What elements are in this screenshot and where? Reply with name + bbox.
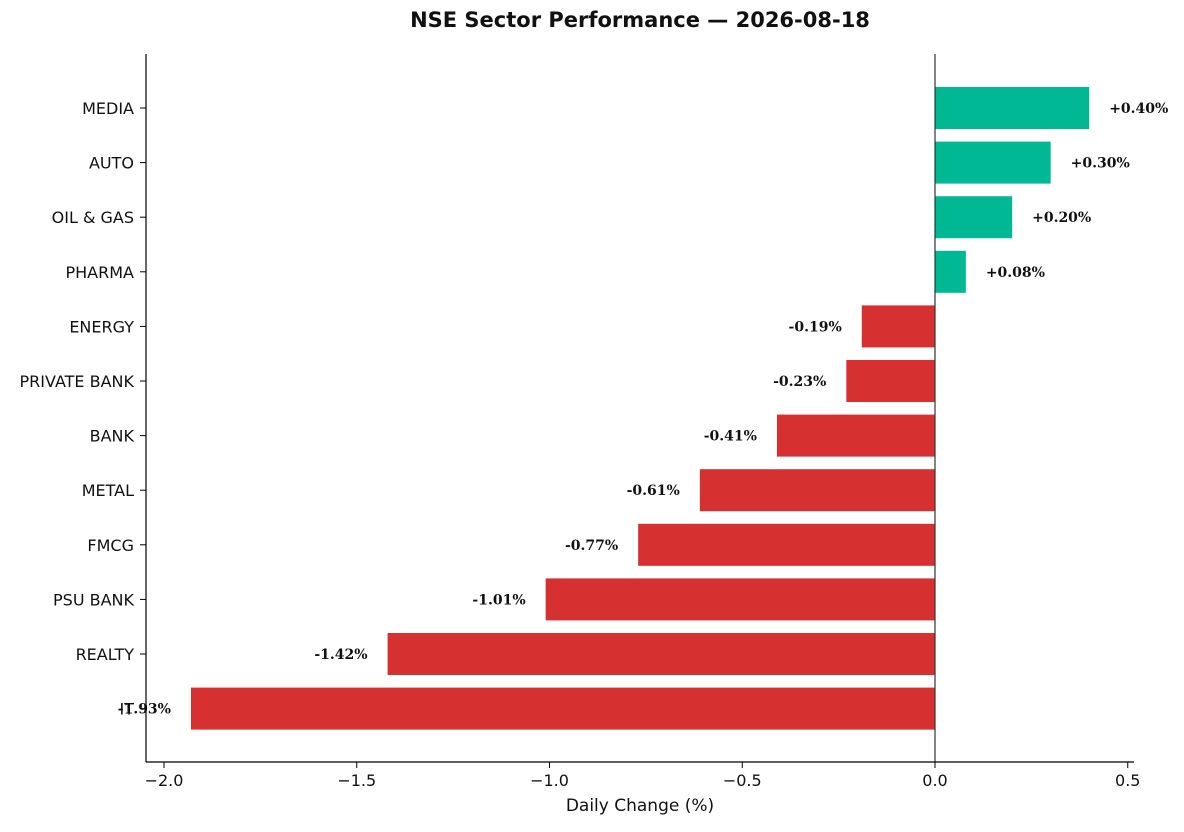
x-axis-label: Daily Change (%) [566,796,714,816]
labels-layer: +0.40% +0.30% +0.20% +0.08% -0.19% -0.23% -0.4… [118,101,1169,718]
bar-it [190,687,936,730]
bar-fmcg [638,523,935,566]
value-label-psu-bank: -1.01% [472,592,525,608]
bar-metal [699,469,935,512]
x-tick-label-2: −1.0 [530,771,569,790]
y-tick-label-pharma: PHARMA [66,263,135,282]
value-label-pharma: +0.08% [986,265,1045,281]
y-tick-label-realty: REALTY [76,645,135,664]
x-tick-label-0: −2.0 [145,771,184,790]
value-label-energy: -0.19% [789,319,842,335]
y-tick-label-private-bank: PRIVATE BANK [20,372,135,391]
y-tick-label-fmcg: FMCG [87,536,134,555]
value-label-auto: +0.30% [1071,156,1130,172]
y-tick-label-energy: ENERGY [69,317,134,336]
x-tick-label-5: 0.5 [1115,771,1140,790]
value-label-oil-gas: +0.20% [1032,210,1091,226]
value-label-private-bank: -0.23% [773,374,826,390]
bar-psu-bank [545,578,935,621]
y-tick-label-psu-bank: PSU BANK [53,590,134,609]
y-tick-label-media: MEDIA [82,99,134,118]
bar-bank [776,414,935,457]
bars-layer [190,87,1090,730]
y-tick-label-metal: METAL [82,481,134,500]
bar-auto [935,141,1051,184]
bar-realty [387,633,936,675]
x-tick-label-1: −1.5 [337,771,376,790]
bar-pharma [935,250,966,293]
y-tick-label-oil-gas: OIL & GAS [52,208,134,227]
y-tick-label-it: IT [120,700,135,719]
bar-media [935,87,1090,129]
value-label-realty: -1.42% [314,647,367,663]
bar-oil-gas [935,196,1013,239]
bar-private-bank [846,360,935,402]
axes-layer: MEDIA AUTO OIL & GAS PHARMA ENERGY PRIVATE BA… [20,54,1140,816]
value-label-bank: -0.41% [704,429,757,445]
x-tick-label-4: 0.0 [922,771,947,790]
y-tick-label-auto: AUTO [89,154,134,173]
y-tick-label-bank: BANK [90,427,135,446]
value-label-fmcg: -0.77% [565,538,618,554]
x-tick-label-3: −0.5 [723,771,762,790]
chart-title: NSE Sector Performance — 2026-08-18 [410,8,870,32]
value-label-it: -1.93% [118,702,171,718]
value-label-metal: -0.61% [627,483,680,499]
bar-energy [861,305,935,348]
value-label-media: +0.40% [1109,101,1168,117]
